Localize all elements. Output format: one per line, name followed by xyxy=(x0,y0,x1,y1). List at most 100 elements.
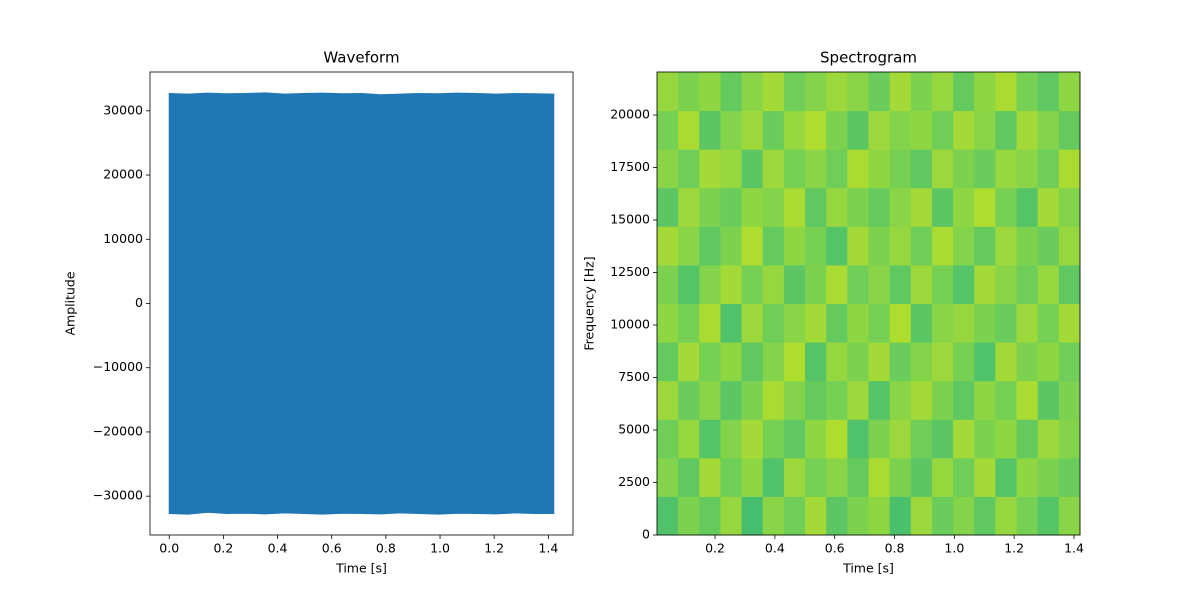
spectrogram-cell xyxy=(974,226,996,266)
spectrogram-cell xyxy=(805,303,827,343)
spectrogram-cell xyxy=(931,149,954,189)
spectrogram-cell xyxy=(657,419,679,459)
spectrogram-cell xyxy=(1016,303,1039,343)
spectrogram-cell xyxy=(657,380,679,420)
spectrogram-cell xyxy=(995,110,1018,150)
spectrogram-cell xyxy=(826,264,848,304)
spectrogram-cell xyxy=(910,187,933,227)
spectrogram-cell xyxy=(974,496,996,536)
spectrogram-cell xyxy=(953,342,975,382)
spectrogram-cell xyxy=(1016,187,1039,227)
spectrogram-cell xyxy=(910,457,933,497)
spectrogram-cell xyxy=(657,149,679,189)
spectrogram-cell xyxy=(995,496,1018,536)
spectrogram-cell xyxy=(889,264,912,304)
spectrogram-cell xyxy=(974,419,996,459)
spectrogram-cell xyxy=(1016,226,1039,266)
x-tick-label: 1.2 xyxy=(1004,541,1024,556)
spectrogram-cell xyxy=(699,187,721,227)
spectrogram-cell xyxy=(805,457,827,497)
spectrogram-cell xyxy=(678,264,700,304)
spectrogram-cell xyxy=(847,342,869,382)
spectrogram-cell xyxy=(1037,187,1060,227)
spectrogram-cell xyxy=(741,380,764,420)
x-tick-label: 1.2 xyxy=(484,541,504,556)
spectrogram-cell xyxy=(762,380,785,420)
spectrogram-cell xyxy=(889,303,912,343)
spectrogram-cell xyxy=(826,110,848,150)
spectrogram-cell xyxy=(1058,303,1081,343)
spectrogram-cell xyxy=(931,264,954,304)
spectrogram-cell xyxy=(1058,380,1081,420)
spectrogram-cell xyxy=(847,457,869,497)
y-tick-label: 12500 xyxy=(610,264,650,279)
spectrogram-cell xyxy=(953,149,975,189)
spectrogram-cell xyxy=(1058,264,1081,304)
spectrogram-cell xyxy=(805,149,827,189)
spectrogram-cell xyxy=(805,72,827,112)
spectrogram-cell xyxy=(974,342,996,382)
spectrogram-cell xyxy=(974,72,996,112)
spectrogram-cell xyxy=(678,380,700,420)
spectrogram-cell xyxy=(783,226,806,266)
spectrogram-cell xyxy=(826,457,848,497)
waveform-area xyxy=(168,92,555,515)
spectrogram-cell xyxy=(910,72,933,112)
spectrogram-cell xyxy=(699,303,721,343)
spectrogram-cell xyxy=(741,264,764,304)
spectrogram-cell xyxy=(1058,187,1081,227)
spectrogram-cell xyxy=(762,72,785,112)
spectrogram-cell xyxy=(657,303,679,343)
x-axis-label: Time [s] xyxy=(842,561,894,576)
spectrogram-cell xyxy=(762,457,785,497)
spectrogram-cell xyxy=(783,380,806,420)
spectrogram-cell xyxy=(889,110,912,150)
x-tick-label: 0.8 xyxy=(376,541,396,556)
spectrogram-cell xyxy=(720,342,743,382)
spectrogram-cell xyxy=(678,342,700,382)
spectrogram-cell xyxy=(762,264,785,304)
spectrogram-cell xyxy=(1058,226,1081,266)
spectrogram-cell xyxy=(1016,264,1039,304)
spectrogram-cell xyxy=(1058,72,1081,112)
spectrogram-cell xyxy=(847,110,869,150)
spectrogram-cell xyxy=(953,303,975,343)
spectrogram-cell xyxy=(699,226,721,266)
spectrogram-cell xyxy=(1016,342,1039,382)
y-tick-label: 5000 xyxy=(618,422,650,437)
spectrogram-cell xyxy=(720,149,743,189)
spectrogram-cell xyxy=(910,226,933,266)
spectrogram-cell xyxy=(931,110,954,150)
spectrogram-cell xyxy=(720,380,743,420)
y-tick-label: 17500 xyxy=(610,159,650,174)
spectrogram-cell xyxy=(889,419,912,459)
spectrogram-cell xyxy=(762,110,785,150)
spectrogram-cell xyxy=(889,72,912,112)
spectrogram-cell xyxy=(995,72,1018,112)
spectrogram-cell xyxy=(1037,149,1060,189)
spectrogram-cell xyxy=(931,303,954,343)
spectrogram-cell xyxy=(889,496,912,536)
spectrogram-cell xyxy=(805,496,827,536)
spectrogram-cell xyxy=(953,264,975,304)
spectrogram-cell xyxy=(699,496,721,536)
spectrogram-cell xyxy=(1016,149,1039,189)
spectrogram-cell xyxy=(1016,110,1039,150)
spectrogram-cell xyxy=(1016,419,1039,459)
spectrogram-cell xyxy=(1037,496,1060,536)
spectrogram-cell xyxy=(783,149,806,189)
x-tick-label: 0.2 xyxy=(213,541,233,556)
x-tick-label: 1.0 xyxy=(430,541,450,556)
spectrogram-cell xyxy=(805,380,827,420)
spectrogram-cell xyxy=(826,419,848,459)
spectrogram-cell xyxy=(741,342,764,382)
spectrogram-cell xyxy=(826,496,848,536)
spectrogram-cell xyxy=(741,226,764,266)
spectrogram-cell xyxy=(847,419,869,459)
spectrogram-cell xyxy=(868,72,891,112)
spectrogram-cell xyxy=(783,419,806,459)
y-tick-label: 7500 xyxy=(618,369,650,384)
spectrogram-cell xyxy=(783,457,806,497)
spectrogram-cell xyxy=(741,72,764,112)
x-tick-label: 0.4 xyxy=(765,541,785,556)
